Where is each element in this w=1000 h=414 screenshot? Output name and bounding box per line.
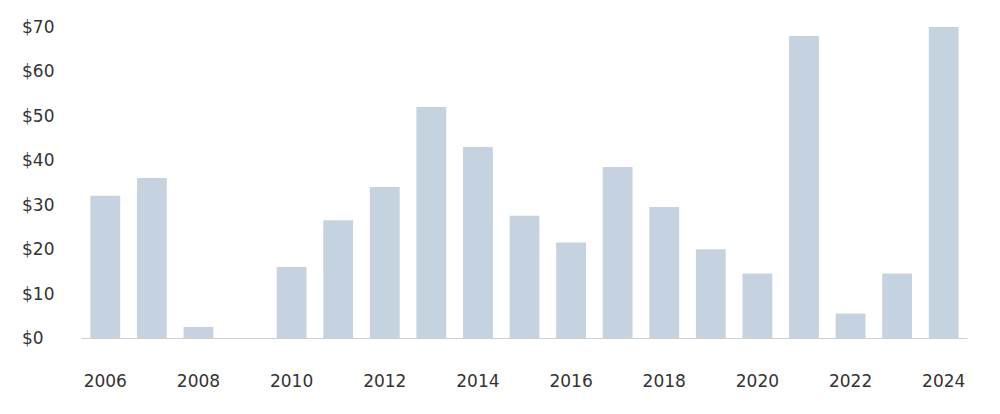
svg-text:2022: 2022 xyxy=(829,371,872,391)
svg-text:2018: 2018 xyxy=(643,371,686,391)
svg-text:$40: $40 xyxy=(22,150,54,170)
svg-text:$20: $20 xyxy=(22,239,54,259)
svg-text:2024: 2024 xyxy=(922,371,965,391)
svg-text:2014: 2014 xyxy=(456,371,499,391)
svg-text:$60: $60 xyxy=(22,61,54,81)
svg-text:2020: 2020 xyxy=(736,371,779,391)
svg-text:2008: 2008 xyxy=(177,371,220,391)
svg-text:$30: $30 xyxy=(22,195,54,215)
svg-text:$0: $0 xyxy=(22,328,44,348)
svg-text:$50: $50 xyxy=(22,106,54,126)
svg-text:$10: $10 xyxy=(22,284,54,304)
svg-text:2012: 2012 xyxy=(363,371,406,391)
svg-text:2010: 2010 xyxy=(270,371,313,391)
svg-text:$70: $70 xyxy=(22,17,54,37)
svg-text:2006: 2006 xyxy=(84,371,127,391)
svg-text:2016: 2016 xyxy=(549,371,592,391)
